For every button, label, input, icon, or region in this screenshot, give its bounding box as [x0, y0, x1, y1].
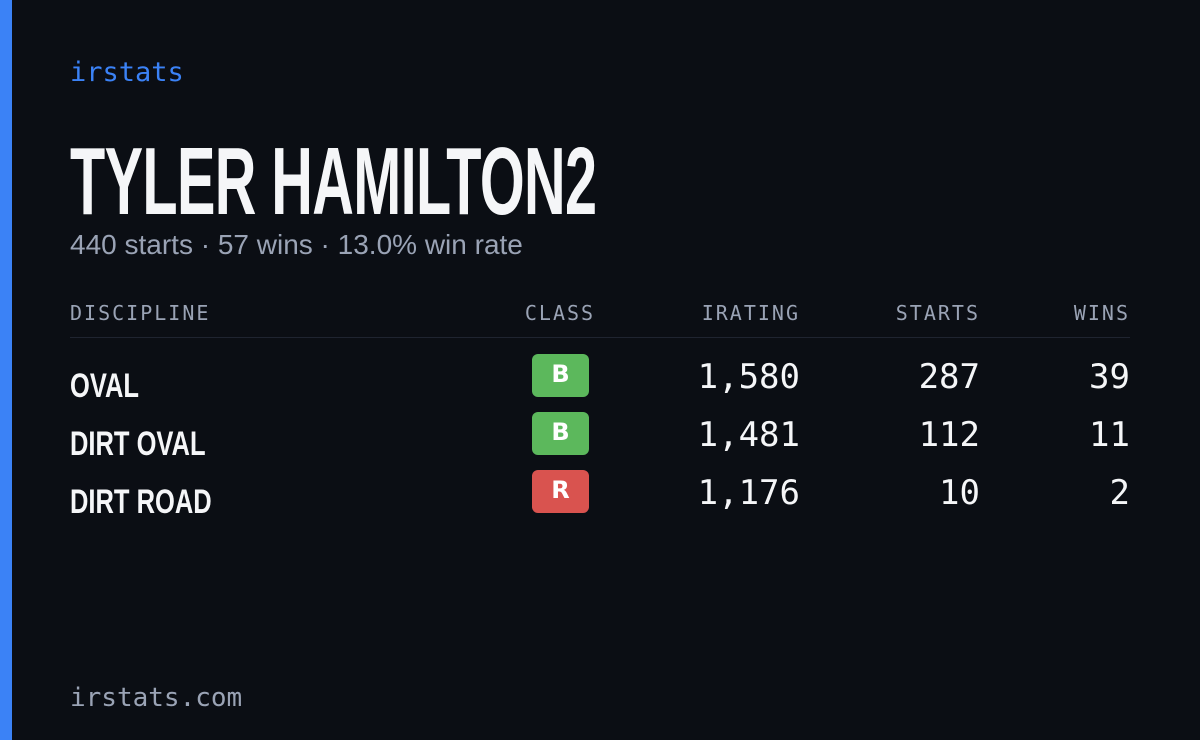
brand: irstats [70, 57, 184, 88]
column-header: WINS [1073, 301, 1130, 325]
starts-value: 10 [939, 473, 980, 513]
driver-name: TYLER HAMILTON2 [70, 128, 597, 235]
class-badge: B [532, 412, 589, 455]
wins-value: 11 [1089, 415, 1130, 455]
column-header: STARTS [895, 301, 980, 325]
starts-value: 287 [918, 357, 980, 397]
discipline: OVAL [70, 367, 139, 405]
column-header: DISCIPLINE [70, 301, 211, 325]
accent-bar [0, 0, 12, 740]
discipline: DIRT ROAD [70, 483, 212, 521]
starts-value: 112 [918, 415, 980, 455]
irating-value: 1,176 [697, 473, 800, 513]
discipline: DIRT OVAL [70, 425, 206, 463]
class-badge: R [532, 470, 589, 513]
wins-value: 2 [1109, 473, 1130, 513]
column-header: CLASS [524, 301, 596, 325]
wins-value: 39 [1089, 357, 1130, 397]
driver-summary: 440 starts · 57 wins · 13.0% win rate [70, 229, 523, 260]
header-rule [70, 337, 1130, 338]
irating-value: 1,580 [697, 357, 800, 397]
irating-value: 1,481 [697, 415, 800, 455]
footer: irstats.com [70, 683, 243, 713]
class-badge: B [532, 354, 589, 397]
column-header: IRATING [701, 301, 800, 325]
